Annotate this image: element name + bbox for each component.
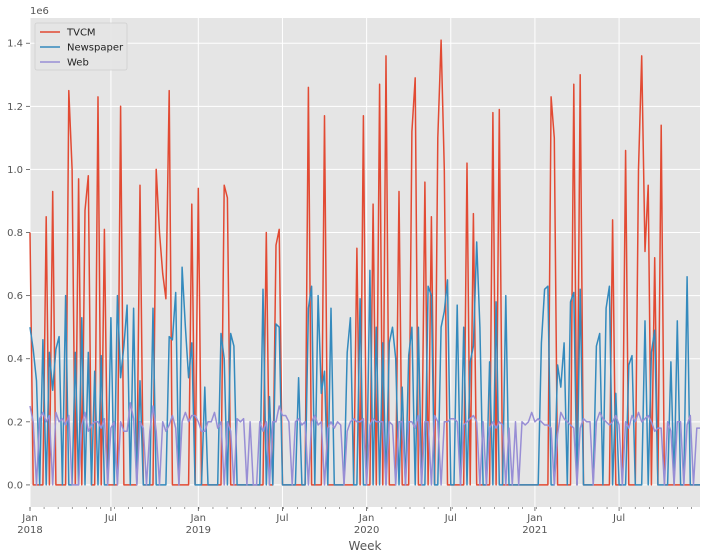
x-tick-year-label: 2018 <box>17 525 42 536</box>
x-tick-label: Jul <box>104 513 117 524</box>
x-tick-label: Jul <box>275 513 288 524</box>
series-line-newspaper <box>29 241 700 486</box>
x-tick-year-label: 2020 <box>354 525 379 536</box>
y-tick-label: 0.6 <box>7 291 23 302</box>
x-tick-label: Jan <box>21 513 37 524</box>
y-tick-label: 1.0 <box>7 165 23 176</box>
legend-box <box>34 22 128 71</box>
x-tick-label: Jul <box>612 513 625 524</box>
x-axis-label: Week <box>349 539 382 553</box>
legend: TVCM Newspaper Web <box>34 22 128 71</box>
x-tick-year-label: 2021 <box>522 525 547 536</box>
y-tick-label: 0.8 <box>7 228 23 239</box>
series-line-web <box>29 402 700 486</box>
legend-label-newspaper: Newspaper <box>67 43 124 54</box>
y-offset-label: 1e6 <box>30 6 49 17</box>
x-tick-year-label: 2019 <box>186 525 211 536</box>
x-tick-label: Jan <box>358 513 374 524</box>
y-axis: 0.0 0.2 0.4 0.6 0.8 1.0 1.2 1.4 <box>7 39 30 491</box>
y-tick-label: 1.4 <box>7 39 23 50</box>
x-tick-label: Jul <box>444 513 457 524</box>
x-tick-label: Jan <box>190 513 206 524</box>
y-tick-label: 0.2 <box>7 417 23 428</box>
series-lines <box>29 39 700 486</box>
y-tick-label: 0.4 <box>7 354 23 365</box>
y-tick-label: 1.2 <box>7 102 23 113</box>
y-tick-label: 0.0 <box>7 480 23 491</box>
legend-label-web: Web <box>67 58 89 69</box>
x-tick-label: Jan <box>526 513 542 524</box>
legend-label-tvcm: TVCM <box>66 28 96 39</box>
